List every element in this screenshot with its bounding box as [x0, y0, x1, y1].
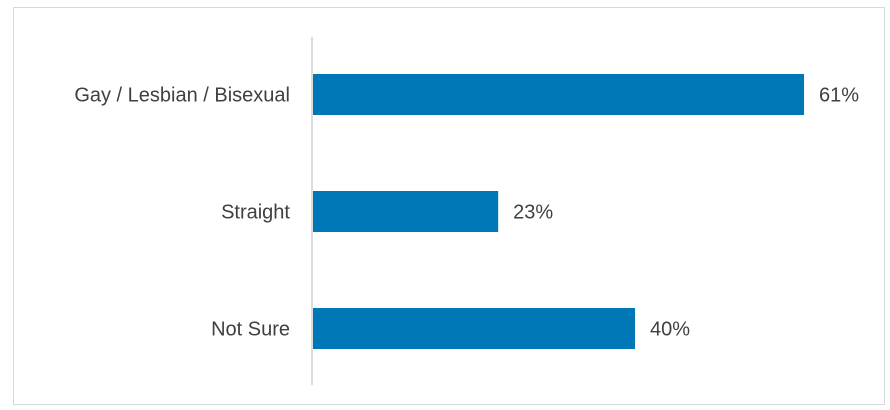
bar-0 — [313, 74, 805, 115]
bar-1 — [313, 191, 499, 232]
category-label-2: Not Sure — [211, 319, 290, 341]
bar-2 — [313, 308, 635, 349]
category-label-0: Gay / Lesbian / Bisexual — [74, 85, 290, 107]
value-label-1: 23% — [513, 202, 553, 224]
bars-group: Gay / Lesbian / Bisexual 61% Straight 23% No… — [74, 74, 859, 349]
value-label-2: 40% — [650, 319, 690, 341]
category-label-1: Straight — [221, 202, 290, 224]
value-label-0: 61% — [819, 85, 859, 107]
